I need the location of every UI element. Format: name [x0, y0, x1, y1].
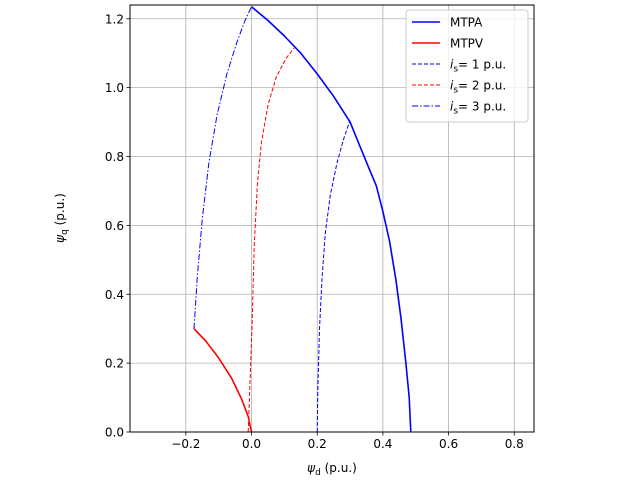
y-axis-ticks: 0.0 0.2 0.4 0.6 0.8 1.0 1.2: [105, 12, 130, 440]
legend-label-symbol: i: [450, 79, 454, 93]
y-tick-label: 0.0: [105, 426, 124, 440]
legend-label-is-1-p-u: is= 1 p.u.: [450, 58, 506, 75]
legend-label-mtpa: MTPA: [450, 16, 483, 30]
x-tick-label: 0.6: [439, 437, 458, 451]
series-line-mtpv: [193, 328, 253, 433]
y-tick-label: 1.0: [105, 81, 124, 95]
series-line-is-3-p-u: [193, 6, 252, 329]
legend-label-is-2-p-u: is= 2 p.u.: [450, 79, 506, 96]
y-tick-label: 1.2: [105, 12, 124, 26]
legend-label-subscript: s: [453, 107, 458, 117]
y-tick-label: 0.2: [105, 357, 124, 371]
legend-label-text: MTPV: [450, 37, 484, 51]
legend-label-text: = 3 p.u.: [458, 100, 506, 114]
x-tick-label: 0.0: [242, 437, 261, 451]
x-axis-label-subscript: d: [315, 468, 321, 478]
y-tick-label: 0.8: [105, 150, 124, 164]
y-axis-label: ψq (p.u.): [53, 193, 70, 243]
x-axis-ticks: −0.2 0.0 0.2 0.4 0.6 0.8: [171, 432, 524, 451]
x-axis-label: ψd (p.u.): [307, 461, 357, 478]
legend-label-is-3-p-u: is= 3 p.u.: [450, 100, 506, 117]
x-tick-label: 0.2: [308, 437, 327, 451]
x-tick-label: −0.2: [171, 437, 200, 451]
legend-label-symbol: i: [450, 58, 454, 72]
legend-label-text: = 2 p.u.: [458, 79, 506, 93]
y-axis-label-symbol: ψ: [53, 234, 67, 243]
y-axis-label-subscript: q: [60, 229, 70, 235]
x-tick-label: 0.8: [505, 437, 524, 451]
series-line-is-2-p-u: [247, 47, 295, 433]
plot-frame: [129, 4, 535, 433]
series-layer: [193, 6, 412, 433]
y-tick-label: 0.4: [105, 288, 124, 302]
legend-label-text: = 1 p.u.: [458, 58, 506, 72]
legend-label-mtpv: MTPV: [450, 37, 484, 51]
legend-label-symbol: i: [450, 100, 454, 114]
legend-frame: [405, 9, 529, 123]
x-axis-label-unit: (p.u.): [321, 461, 357, 475]
x-tick-label: 0.4: [373, 437, 392, 451]
legend-label-text: MTPA: [450, 16, 483, 30]
series-line-is-1-p-u: [316, 120, 351, 433]
y-tick-label: 0.6: [105, 219, 124, 233]
legend-label-subscript: s: [453, 65, 458, 75]
x-axis-label-symbol: ψ: [307, 461, 316, 475]
y-axis-label-unit: (p.u.): [53, 193, 67, 229]
legend-label-subscript: s: [453, 86, 458, 96]
series-line-mtpa: [250, 6, 412, 433]
